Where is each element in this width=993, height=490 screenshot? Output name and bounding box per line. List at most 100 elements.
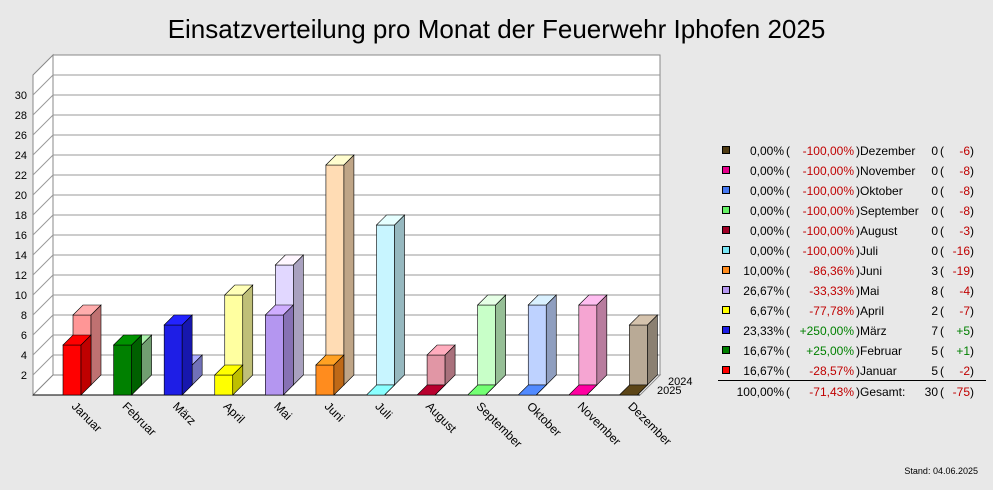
- legend-close-paren: ): [856, 144, 860, 158]
- legend-month: Juni: [860, 264, 883, 278]
- legend-percent: 16,67%: [743, 364, 784, 378]
- legend-swatch: [722, 266, 730, 274]
- legend-open-paren: (: [786, 144, 790, 158]
- bar-2025-3: [214, 364, 244, 396]
- legend-open-paren-2: (: [940, 144, 944, 158]
- y-tick-label: 14: [15, 250, 27, 262]
- y-tick-label: 6: [21, 330, 27, 342]
- gridline: [32, 174, 660, 196]
- legend-month: April: [860, 304, 885, 318]
- bar-2024-3: [224, 284, 254, 386]
- legend-open-paren-2: (: [940, 324, 944, 338]
- y-tick-label: 24: [15, 150, 27, 162]
- legend-change: -28,57%: [809, 364, 854, 378]
- bar-2025-11: [618, 384, 649, 396]
- legend-diff: -6: [959, 144, 970, 158]
- legend-change: -100,00%: [802, 144, 854, 158]
- gridline: [32, 114, 660, 136]
- legend-diff: -4: [959, 284, 970, 298]
- legend-close-paren-2: ): [970, 344, 974, 358]
- legend-open-paren: (: [786, 284, 790, 298]
- legend-month: November: [860, 164, 916, 178]
- legend-close-paren: ): [856, 324, 860, 338]
- bar-2024-5: [325, 154, 355, 386]
- legend-close-paren-2: ): [970, 244, 974, 258]
- legend-open-paren-2: (: [940, 164, 944, 178]
- x-tick-label: Oktober: [524, 399, 564, 439]
- legend-open-paren-2: (: [940, 284, 944, 298]
- bar-2025-7: [416, 384, 446, 396]
- legend-swatch: [722, 366, 730, 374]
- gridline: [32, 134, 660, 156]
- legend-month: Januar: [860, 364, 897, 378]
- gridline: [32, 154, 660, 176]
- legend-percent: 0,00%: [749, 224, 784, 238]
- legend-close-paren-2: ): [970, 284, 974, 298]
- legend-open-paren: (: [786, 304, 790, 318]
- x-tick-label: März: [170, 399, 199, 428]
- x-tick-label: September: [474, 399, 525, 450]
- gridline: [32, 274, 660, 296]
- legend-open-paren-2: (: [940, 364, 944, 378]
- legend-total-close-paren-2: ): [970, 385, 974, 399]
- legend-month: August: [860, 224, 898, 238]
- legend-open-paren-2: (: [940, 304, 944, 318]
- legend-count: 5: [931, 364, 938, 378]
- legend-close-paren-2: ): [970, 224, 974, 238]
- y-tick-label: 2: [21, 370, 27, 382]
- gridline: [32, 254, 660, 276]
- legend-diff: -7: [959, 304, 970, 318]
- legend-total-change: -71,43%: [809, 385, 854, 399]
- legend-open-paren-2: (: [940, 224, 944, 238]
- y-tick-label: 28: [15, 110, 27, 122]
- legend-close-paren: ): [856, 344, 860, 358]
- bar-2024-9: [527, 294, 557, 386]
- legend-open-paren-2: (: [940, 204, 944, 218]
- legend-open-paren: (: [786, 364, 790, 378]
- series-label-2024: 2024: [668, 376, 692, 388]
- legend-close-paren-2: ): [970, 164, 974, 178]
- gridline: [32, 314, 660, 336]
- gridline: [32, 354, 660, 376]
- legend-change: -100,00%: [802, 164, 854, 178]
- legend-swatch: [722, 326, 730, 334]
- bar-2025-0: [62, 334, 92, 396]
- legend-total-open-paren: (: [786, 385, 790, 399]
- y-tick-label: 10: [15, 290, 27, 302]
- legend-change: -33,33%: [809, 284, 854, 298]
- legend-month: Oktober: [860, 184, 903, 198]
- gridline: [32, 294, 660, 316]
- legend-close-paren-2: ): [970, 184, 974, 198]
- legend-open-paren: (: [786, 164, 790, 178]
- legend-close-paren-2: ): [970, 324, 974, 338]
- legend-month: Februar: [860, 344, 903, 358]
- legend-diff: -19: [952, 264, 970, 278]
- legend-swatch: [722, 346, 730, 354]
- legend-open-paren: (: [786, 324, 790, 338]
- legend-count: 0: [931, 244, 938, 258]
- y-tick-label: 16: [15, 230, 27, 242]
- y-tick-label: 8: [21, 310, 27, 322]
- legend-count: 7: [931, 324, 938, 338]
- legend-open-paren-2: (: [940, 264, 944, 278]
- x-tick-label: August: [423, 399, 460, 436]
- bar-2025-1: [112, 334, 143, 396]
- x-tick-label: Juli: [372, 399, 395, 422]
- bar-2025-9: [517, 384, 547, 396]
- x-tick-label: Januar: [69, 399, 105, 435]
- legend-month: September: [860, 204, 919, 218]
- x-tick-label: Juni: [322, 399, 347, 424]
- legend-open-paren: (: [786, 244, 790, 258]
- legend-change: -100,00%: [802, 224, 854, 238]
- legend-swatch: [722, 226, 730, 234]
- legend-count: 0: [931, 224, 938, 238]
- legend-open-paren-2: (: [940, 244, 944, 258]
- legend-percent: 10,00%: [743, 264, 784, 278]
- legend-count: 0: [931, 164, 938, 178]
- x-tick-label: April: [221, 399, 248, 426]
- legend-swatch: [722, 286, 730, 294]
- x-tick-label: Februar: [119, 399, 159, 439]
- stand-date: Stand: 04.06.2025: [904, 466, 978, 476]
- x-tick-label: Mai: [271, 399, 295, 423]
